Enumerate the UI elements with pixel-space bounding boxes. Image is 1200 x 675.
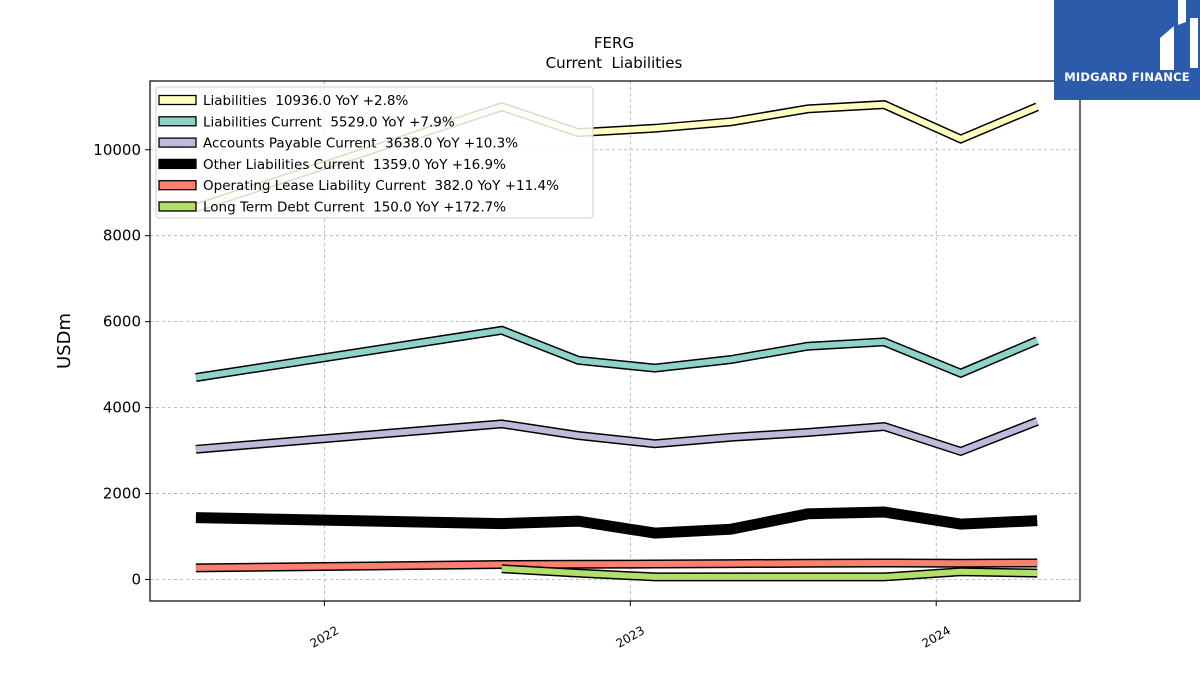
y-axis-label: USDm — [54, 313, 75, 369]
x-tick-label: 2024 — [919, 623, 952, 650]
legend-label-operating-lease-liability-current: Operating Lease Liability Current 382.0 … — [203, 178, 559, 194]
y-tick-label: 10000 — [93, 141, 141, 159]
series-layer — [194, 100, 1039, 582]
legend-label-other-liabilities-current: Other Liabilities Current 1359.0 YoY +16… — [203, 157, 506, 173]
legend: Liabilities 10936.0 YoY +2.8% Liabilities… — [155, 86, 594, 219]
series-line-long-term-debt-current — [501, 565, 1038, 580]
chart-subtitle: Current Liabilities — [546, 54, 683, 72]
series-line-liabilities-current — [195, 327, 1039, 381]
legend-label-accounts-payable-current: Accounts Payable Current 3638.0 YoY +10.… — [203, 136, 518, 152]
brand-name: MIDGARD FINANCE — [1064, 70, 1190, 84]
plot-frame — [149, 80, 1081, 602]
legend-label-liabilities-current: Liabilities Current 5529.0 YoY +7.9% — [203, 114, 455, 130]
series-line-operating-lease-liability-current — [195, 559, 1038, 571]
x-axis: 2022 2023 2024 — [308, 601, 953, 651]
chart-title: FERG — [594, 34, 634, 52]
midgard-mark-icon — [1160, 0, 1198, 70]
legend-swatch-accounts-payable-current — [158, 137, 197, 148]
legend-swatch-other-liabilities-current — [158, 158, 197, 170]
x-tick-label: 2022 — [308, 623, 341, 650]
legend-swatch-long-term-debt-current — [158, 201, 197, 212]
y-tick-label: 4000 — [103, 399, 141, 417]
series-line-accounts-payable-current — [195, 418, 1039, 455]
grid-lines — [150, 81, 1080, 601]
y-tick-label: 2000 — [103, 485, 141, 503]
y-axis: 0 2000 4000 6000 8000 10000 — [93, 141, 150, 589]
legend-swatch-liabilities-current — [158, 116, 197, 127]
x-tick-label: 2023 — [614, 623, 647, 650]
brand-logo: MIDGARD FINANCE — [1054, 0, 1200, 100]
y-tick-label: 8000 — [103, 227, 141, 245]
legend-swatch-liabilities — [158, 94, 197, 106]
legend-swatch-operating-lease-liability-current — [158, 180, 197, 191]
y-tick-label: 0 — [131, 571, 141, 589]
legend-label-liabilities: Liabilities 10936.0 YoY +2.8% — [203, 93, 408, 109]
y-tick-label: 6000 — [103, 313, 141, 331]
series-line-other-liabilities-current — [195, 506, 1038, 539]
legend-box — [155, 86, 594, 219]
legend-label-long-term-debt-current: Long Term Debt Current 150.0 YoY +172.7% — [203, 200, 506, 216]
